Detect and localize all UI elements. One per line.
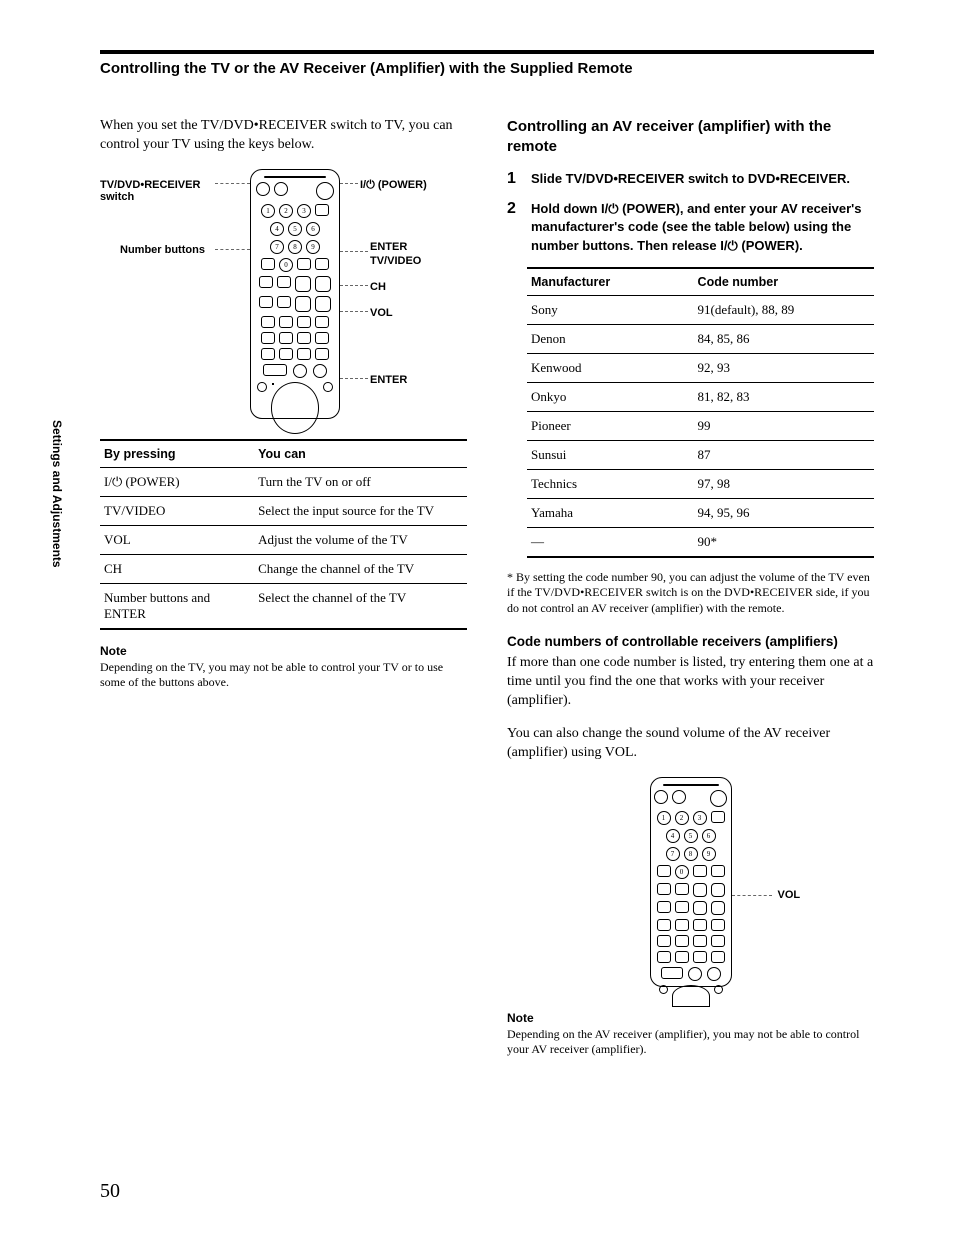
section-heading: Controlling an AV receiver (amplifier) w… — [507, 117, 874, 156]
cell: 92, 93 — [694, 353, 874, 382]
cell: Onkyo — [527, 382, 694, 411]
tv-control-table: By pressing You can I/⏻ (POWER)Turn the … — [100, 439, 467, 630]
cell: Adjust the volume of the TV — [254, 525, 467, 554]
th-pressing: By pressing — [100, 440, 254, 468]
remote-outline: 123 456 789 0 — [250, 169, 340, 419]
cell: Turn the TV on or off — [254, 467, 467, 496]
label-enter-top: ENTER — [370, 241, 407, 253]
cell: — — [527, 527, 694, 557]
footnote: * By setting the code number 90, you can… — [507, 570, 874, 617]
page-title: Controlling the TV or the AV Receiver (A… — [100, 60, 874, 77]
cell: Sony — [527, 295, 694, 324]
left-column: When you set the TV/DVD•RECEIVER switch … — [100, 117, 467, 1058]
label-ch: CH — [370, 281, 386, 293]
cell: Select the input source for the TV — [254, 496, 467, 525]
cell: Change the channel of the TV — [254, 554, 467, 583]
remote-outline-2: 123 456 789 0 — [650, 777, 732, 987]
cell: TV/VIDEO — [100, 496, 254, 525]
cell: Sunsui — [527, 440, 694, 469]
note-text: Depending on the TV, you may not be able… — [100, 660, 467, 691]
cell: I/⏻ (POWER) — [100, 467, 254, 496]
cell: Select the channel of the TV — [254, 583, 467, 629]
note-heading: Note — [100, 644, 467, 658]
cell: Pioneer — [527, 411, 694, 440]
cell: Kenwood — [527, 353, 694, 382]
step-number: 2 — [507, 200, 523, 255]
manufacturer-code-table: Manufacturer Code number Sony91(default)… — [527, 267, 874, 558]
cell: 87 — [694, 440, 874, 469]
cell: 97, 98 — [694, 469, 874, 498]
step-number: 1 — [507, 170, 523, 188]
sub-heading: Code numbers of controllable receivers (… — [507, 633, 874, 651]
cell: 99 — [694, 411, 874, 440]
cell: Denon — [527, 324, 694, 353]
th-manufacturer: Manufacturer — [527, 268, 694, 296]
th-youcan: You can — [254, 440, 467, 468]
sub-text-2: You can also change the sound volume of … — [507, 725, 874, 763]
remote-diagram-1: TV/DVD•RECEIVER switch Number buttons I/… — [100, 169, 467, 429]
cell: CH — [100, 554, 254, 583]
cell: 91(default), 88, 89 — [694, 295, 874, 324]
step-text: Hold down I/⏻ (POWER), and enter your AV… — [531, 200, 874, 255]
label-vol-2: VOL — [778, 889, 801, 901]
label-vol: VOL — [370, 307, 393, 319]
page-number: 50 — [100, 1180, 120, 1203]
label-numbers: Number buttons — [120, 244, 205, 256]
label-tvvideo: TV/VIDEO — [370, 255, 421, 267]
cell: 90* — [694, 527, 874, 557]
sub-text-1: If more than one code number is listed, … — [507, 654, 874, 711]
side-tab: Settings and Adjustments — [50, 420, 64, 568]
step-2: 2 Hold down I/⏻ (POWER), and enter your … — [507, 200, 874, 255]
intro-text: When you set the TV/DVD•RECEIVER switch … — [100, 117, 467, 155]
cell: 84, 85, 86 — [694, 324, 874, 353]
cell: VOL — [100, 525, 254, 554]
note-heading-2: Note — [507, 1011, 874, 1025]
cell: 94, 95, 96 — [694, 498, 874, 527]
note-text-2: Depending on the AV receiver (amplifier)… — [507, 1027, 874, 1058]
step-1: 1 Slide TV/DVD•RECEIVER switch to DVD•RE… — [507, 170, 874, 188]
label-switch: TV/DVD•RECEIVER switch — [100, 179, 230, 203]
cell: 81, 82, 83 — [694, 382, 874, 411]
label-power: I/⏻ (POWER) — [360, 179, 427, 192]
cell: Technics — [527, 469, 694, 498]
cell: Yamaha — [527, 498, 694, 527]
right-column: Controlling an AV receiver (amplifier) w… — [507, 117, 874, 1058]
label-enter-bot: ENTER — [370, 374, 407, 386]
th-code: Code number — [694, 268, 874, 296]
cell: Number buttons and ENTER — [100, 583, 254, 629]
step-text: Slide TV/DVD•RECEIVER switch to DVD•RECE… — [531, 170, 850, 188]
remote-diagram-2: 123 456 789 0 VOL — [507, 777, 874, 997]
